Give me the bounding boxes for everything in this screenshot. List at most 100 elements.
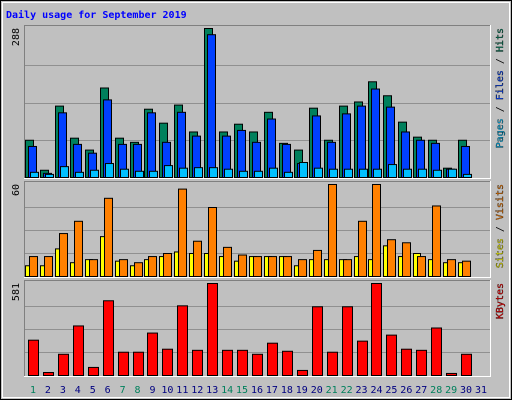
bar <box>105 163 114 178</box>
x-tick-label: 30 <box>460 385 472 396</box>
x-tick-label: 10 <box>161 385 173 396</box>
x-tick-label: 15 <box>236 385 248 396</box>
bar <box>312 306 323 376</box>
x-tick-label: 6 <box>105 385 111 396</box>
bar <box>149 170 158 179</box>
bar <box>164 165 173 178</box>
bar <box>43 371 54 376</box>
legend: Pages / Files / Hits <box>495 28 506 148</box>
bar <box>147 332 158 377</box>
chart-title: Daily usage for September 2019 <box>6 9 187 21</box>
x-tick-label: 14 <box>221 385 233 396</box>
bar <box>147 112 156 178</box>
x-tick-label: 16 <box>251 385 263 396</box>
bar <box>178 188 187 278</box>
bar <box>358 220 367 278</box>
bar <box>207 34 216 179</box>
bar <box>314 167 323 178</box>
bar <box>237 129 246 178</box>
bar <box>284 171 293 178</box>
bar <box>433 169 442 178</box>
bar <box>103 300 114 376</box>
bar <box>134 262 143 278</box>
x-tick-label: 1 <box>30 385 36 396</box>
bar <box>447 259 456 277</box>
x-tick-label: 17 <box>266 385 278 396</box>
bar <box>328 184 337 277</box>
legend-separator: / <box>495 58 506 64</box>
x-tick-label: 27 <box>415 385 427 396</box>
bar <box>418 168 427 179</box>
bar <box>371 283 382 376</box>
bar <box>135 170 144 179</box>
x-tick-label: 9 <box>149 385 155 396</box>
bar <box>269 167 278 178</box>
bar <box>342 113 351 179</box>
legend: KBytes <box>495 283 506 319</box>
bar <box>193 240 202 278</box>
bar <box>327 351 338 377</box>
bar <box>45 173 54 178</box>
bar <box>208 207 217 277</box>
bar <box>357 105 366 178</box>
bar <box>298 259 307 277</box>
x-tick-label: 13 <box>206 385 218 396</box>
x-tick-label: 22 <box>341 385 353 396</box>
bar <box>239 170 248 179</box>
bar <box>59 233 68 277</box>
x-tick-label: 19 <box>296 385 308 396</box>
x-tick-label: 3 <box>60 385 66 396</box>
legend-entry: KBytes <box>495 283 506 319</box>
bar <box>431 327 442 376</box>
bar <box>387 239 396 277</box>
bar <box>194 167 203 178</box>
bar <box>133 351 144 377</box>
bar <box>282 350 293 376</box>
x-tick-label: 11 <box>176 385 188 396</box>
bar <box>254 170 263 179</box>
x-tick-label: 8 <box>135 385 141 396</box>
bar <box>119 259 128 277</box>
bar <box>463 173 472 178</box>
bar <box>29 256 38 278</box>
legend-separator: / <box>495 226 506 232</box>
bar <box>60 166 69 179</box>
x-tick-label: 2 <box>45 385 51 396</box>
bar <box>89 259 98 277</box>
bar <box>402 242 411 277</box>
bar <box>222 349 233 377</box>
bar <box>88 366 99 376</box>
bar <box>357 340 368 376</box>
bar <box>162 348 173 377</box>
bar <box>192 349 203 377</box>
legend: Sites / Visits <box>495 184 506 268</box>
bar <box>359 168 368 179</box>
bar <box>104 197 113 277</box>
bar <box>120 168 129 179</box>
x-tick-label: 5 <box>90 385 96 396</box>
bar <box>403 168 412 179</box>
bar <box>28 339 39 377</box>
bar <box>73 325 84 376</box>
bar <box>401 348 412 377</box>
bar <box>417 256 426 278</box>
bar <box>238 254 247 278</box>
bar <box>118 351 129 377</box>
x-tick-label: 31 <box>475 385 487 396</box>
bar <box>163 253 172 277</box>
bar <box>344 168 353 179</box>
bar <box>372 184 381 277</box>
bar <box>74 220 83 278</box>
legend-entry: Hits <box>495 28 506 52</box>
legend-entry: Sites <box>495 238 506 268</box>
bar <box>90 169 99 178</box>
bar <box>209 167 218 178</box>
bar <box>432 205 441 277</box>
y-tick-label: 581 <box>11 283 22 301</box>
y-tick-label: 60 <box>11 184 22 196</box>
legend-entry: Pages <box>495 118 506 148</box>
bar <box>461 353 472 376</box>
bar <box>373 168 382 179</box>
x-tick-label: 18 <box>281 385 293 396</box>
legend-entry: Visits <box>495 184 506 220</box>
